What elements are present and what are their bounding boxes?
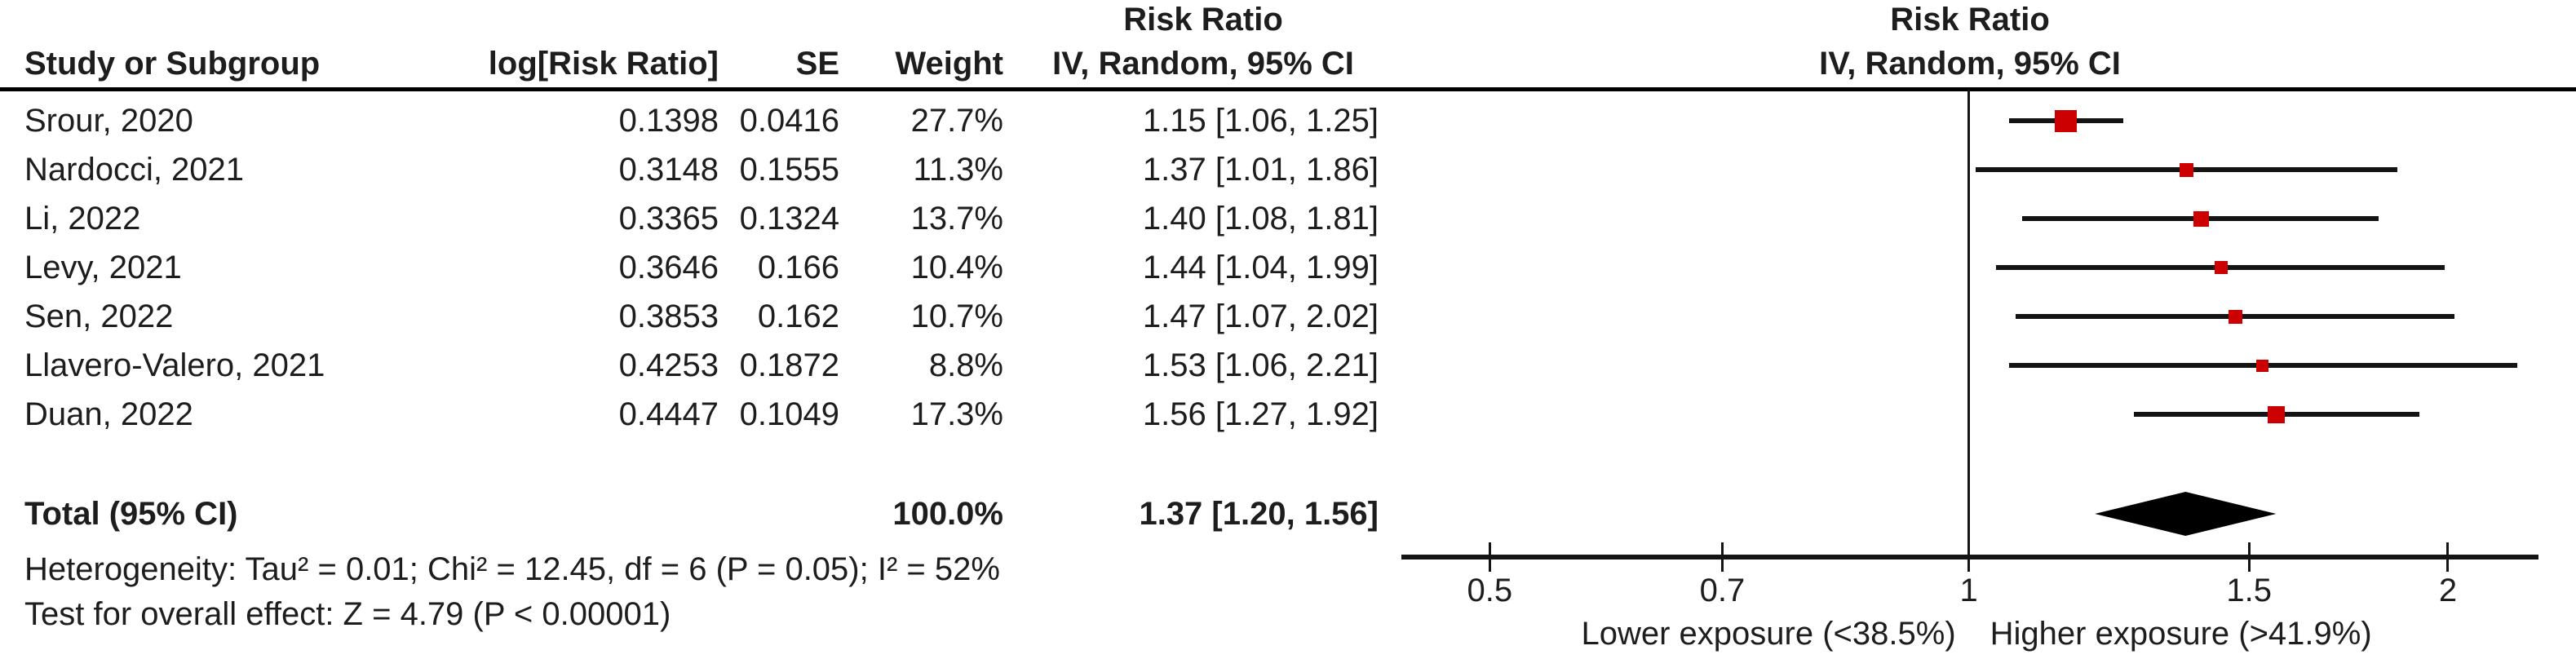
forest-plot-area: 0.5 0.7 1 1.5 2 Lower exposure (<38.5%) High… — [1401, 90, 2538, 659]
se-value: 0.0416 — [739, 103, 839, 139]
axis-tick-label: 0.5 — [1467, 573, 1513, 608]
effect-square — [2179, 162, 2193, 177]
plot-subtitle: IV, Random, 95% CI — [1819, 46, 2121, 82]
study-row: Levy, 2021 0.3646 0.166 10.4% 1.44 [1.04, 1.… — [0, 243, 1395, 292]
axis-label-higher-exposure: Higher exposure (>41.9%) — [1990, 616, 2372, 652]
study-name: Duan, 2022 — [24, 396, 193, 432]
axis-tick — [1720, 542, 1724, 572]
se-value: 0.1324 — [739, 201, 839, 237]
weight-value: 11.3% — [913, 152, 1003, 188]
header-rule — [0, 87, 2576, 91]
summary-diamond — [2095, 492, 2277, 536]
total-ci-text: 1.37 [1.20, 1.56] — [1139, 496, 1379, 532]
se-value: 0.1872 — [739, 347, 839, 383]
se-value: 0.166 — [757, 250, 839, 285]
ci-text: 1.40 [1.08, 1.81] — [1142, 201, 1379, 237]
study-name: Levy, 2021 — [24, 250, 182, 285]
log-risk-ratio-value: 0.3853 — [618, 299, 719, 334]
axis-tick — [1488, 542, 1491, 572]
ci-text: 1.37 [1.01, 1.86] — [1142, 152, 1379, 188]
col-header-study: Study or Subgroup — [24, 46, 321, 82]
col-header-ci: IV, Random, 95% CI — [1052, 46, 1354, 82]
ci-text: 1.56 [1.27, 1.92] — [1142, 396, 1379, 432]
se-value: 0.162 — [757, 299, 839, 334]
effect-square — [2193, 210, 2210, 227]
ci-text: 1.53 [1.06, 2.21] — [1142, 347, 1379, 383]
axis-tick — [2446, 542, 2450, 572]
effect-square — [2267, 405, 2285, 423]
study-row: Duan, 2022 0.4447 0.1049 17.3% 1.56 [1.27, 1… — [0, 390, 1395, 439]
study-row: Srour, 2020 0.1398 0.0416 27.7% 1.15 [1.06, … — [0, 96, 1395, 145]
col-header-log-risk-ratio: log[Risk Ratio] — [488, 46, 719, 82]
ci-text: 1.15 [1.06, 1.25] — [1142, 103, 1379, 139]
weight-value: 10.4% — [910, 250, 1003, 285]
study-name: Sen, 2022 — [24, 299, 174, 334]
axis-tick — [2247, 542, 2251, 572]
log-risk-ratio-value: 0.3365 — [618, 201, 719, 237]
study-row: Sen, 2022 0.3853 0.162 10.7% 1.47 [1.07, 2.0… — [0, 292, 1395, 341]
log-risk-ratio-value: 0.4447 — [618, 396, 719, 432]
overall-effect-note: Test for overall effect: Z = 4.79 (P < 0… — [24, 596, 671, 632]
weight-value: 17.3% — [910, 396, 1003, 432]
axis-tick-label: 1 — [1959, 573, 1978, 608]
study-name: Llavero-Valero, 2021 — [24, 347, 325, 383]
study-row: Llavero-Valero, 2021 0.4253 0.1872 8.8% 1.53… — [0, 341, 1395, 390]
effect-square — [2054, 109, 2077, 132]
plot-effect-title: Risk Ratio — [1890, 2, 2050, 38]
null-effect-line — [1967, 90, 1971, 559]
ci-text: 1.47 [1.07, 2.02] — [1142, 299, 1379, 334]
axis-label-lower-exposure: Lower exposure (<38.5%) — [1581, 616, 1956, 652]
weight-value: 27.7% — [910, 103, 1003, 139]
effect-square — [2256, 359, 2269, 372]
heterogeneity-note: Heterogeneity: Tau² = 0.01; Chi² = 12.45… — [24, 551, 1000, 587]
log-risk-ratio-value: 0.3646 — [618, 250, 719, 285]
table-effect-title: Risk Ratio — [1123, 2, 1283, 38]
log-risk-ratio-value: 0.3148 — [618, 152, 719, 188]
col-header-se: SE — [795, 46, 839, 82]
study-row: Nardocci, 2021 0.3148 0.1555 11.3% 1.37 [1.0… — [0, 145, 1395, 194]
log-risk-ratio-value: 0.4253 — [618, 347, 719, 383]
axis-tick-label: 0.7 — [1699, 573, 1746, 608]
study-name: Li, 2022 — [24, 201, 141, 237]
study-name: Srour, 2020 — [24, 103, 193, 139]
axis-tick-label: 1.5 — [2226, 573, 2272, 608]
log-risk-ratio-value: 0.1398 — [618, 103, 719, 139]
axis-tick-label: 2 — [2438, 573, 2458, 608]
effect-square — [2228, 309, 2242, 324]
total-label: Total (95% CI) — [24, 496, 238, 532]
se-value: 0.1555 — [739, 152, 839, 188]
study-row: Li, 2022 0.3365 0.1324 13.7% 1.40 [1.08, 1.8… — [0, 194, 1395, 243]
effect-square — [2214, 261, 2228, 274]
se-value: 0.1049 — [739, 396, 839, 432]
weight-value: 8.8% — [928, 347, 1003, 383]
total-weight: 100.0% — [892, 496, 1003, 532]
axis-tick — [1967, 542, 1971, 572]
col-header-weight: Weight — [895, 46, 1003, 82]
weight-value: 13.7% — [910, 201, 1003, 237]
total-row: Total (95% CI) 100.0% 1.37 [1.20, 1.56] — [0, 489, 1395, 538]
ci-text: 1.44 [1.04, 1.99] — [1142, 250, 1379, 285]
weight-value: 10.7% — [910, 299, 1003, 334]
study-name: Nardocci, 2021 — [24, 152, 245, 188]
